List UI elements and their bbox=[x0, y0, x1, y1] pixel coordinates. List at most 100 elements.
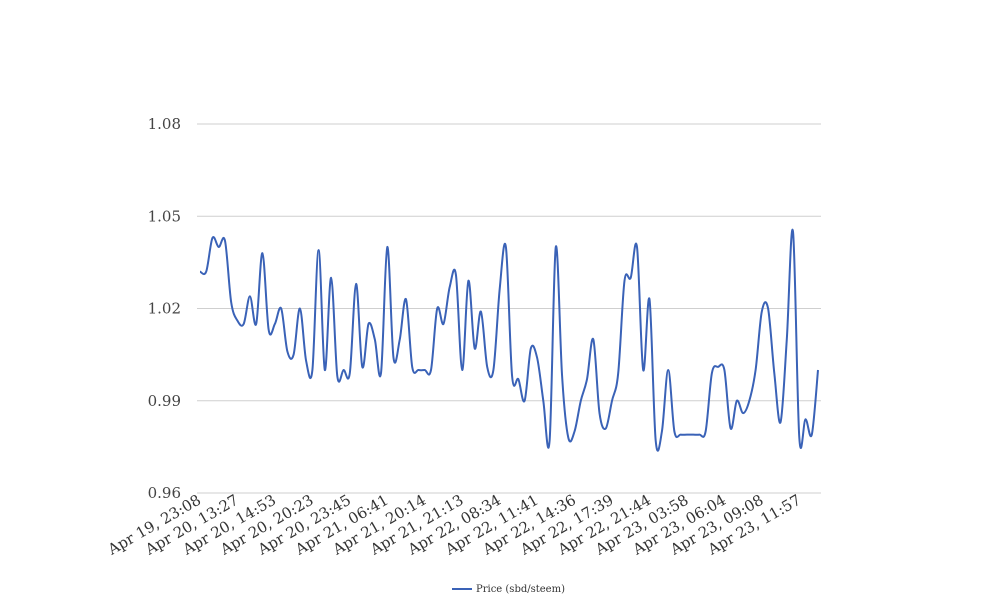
data-point bbox=[530, 348, 532, 350]
data-point bbox=[455, 274, 457, 276]
data-point bbox=[617, 372, 619, 374]
data-point bbox=[755, 369, 757, 371]
data-point bbox=[524, 400, 526, 402]
data-point bbox=[436, 308, 438, 310]
series-layer bbox=[199, 228, 819, 452]
data-point bbox=[717, 366, 719, 368]
data-point bbox=[586, 378, 588, 380]
data-point bbox=[230, 301, 232, 303]
data-point bbox=[243, 323, 245, 325]
y-axis-ticks: 0.96 0.99 1.02 1.05 1.08 bbox=[148, 115, 181, 502]
data-point bbox=[461, 369, 463, 371]
data-point bbox=[293, 354, 295, 356]
data-point bbox=[480, 311, 482, 313]
data-point bbox=[411, 366, 413, 368]
legend: Price (sbd/steem) bbox=[452, 584, 565, 595]
data-point bbox=[811, 434, 813, 436]
data-point bbox=[742, 412, 744, 414]
data-point bbox=[218, 246, 220, 248]
data-point bbox=[624, 280, 626, 282]
data-point bbox=[486, 366, 488, 368]
data-point bbox=[567, 437, 569, 439]
data-point bbox=[767, 308, 769, 310]
data-point bbox=[474, 348, 476, 350]
data-point bbox=[261, 252, 263, 254]
data-point bbox=[280, 308, 282, 310]
data-point bbox=[711, 372, 713, 374]
y-tick-label: 1.08 bbox=[148, 115, 181, 133]
data-point bbox=[343, 369, 345, 371]
data-point bbox=[574, 431, 576, 433]
data-point bbox=[686, 434, 688, 436]
data-point bbox=[723, 369, 725, 371]
legend-label: Price (sbd/steem) bbox=[476, 584, 565, 595]
data-point bbox=[555, 246, 557, 248]
data-point bbox=[786, 338, 788, 340]
data-point bbox=[705, 431, 707, 433]
data-point bbox=[580, 400, 582, 402]
data-point bbox=[336, 375, 338, 377]
data-point bbox=[499, 289, 501, 291]
data-point bbox=[255, 323, 257, 325]
data-point bbox=[224, 240, 226, 242]
data-point bbox=[424, 369, 426, 371]
data-point bbox=[386, 246, 388, 248]
data-point bbox=[698, 434, 700, 436]
data-point bbox=[399, 338, 401, 340]
data-point bbox=[199, 271, 201, 273]
data-point bbox=[286, 351, 288, 353]
data-point bbox=[636, 246, 638, 248]
data-point bbox=[467, 280, 469, 282]
data-point bbox=[274, 323, 276, 325]
data-point bbox=[798, 437, 800, 439]
data-point bbox=[511, 375, 513, 377]
data-point bbox=[324, 369, 326, 371]
data-point bbox=[736, 400, 738, 402]
data-point bbox=[792, 231, 794, 233]
data-point bbox=[311, 369, 313, 371]
data-point bbox=[773, 372, 775, 374]
data-point bbox=[517, 378, 519, 380]
y-tick-label: 0.99 bbox=[148, 392, 181, 410]
series-line bbox=[199, 228, 819, 452]
data-point bbox=[592, 338, 594, 340]
data-point bbox=[542, 400, 544, 402]
y-tick-label: 1.02 bbox=[148, 300, 181, 318]
data-point bbox=[299, 308, 301, 310]
data-point bbox=[805, 418, 807, 420]
data-point bbox=[237, 320, 239, 322]
y-tick-label: 1.05 bbox=[148, 207, 181, 225]
data-point bbox=[817, 369, 819, 371]
data-point bbox=[667, 369, 669, 371]
data-point bbox=[761, 311, 763, 313]
data-point bbox=[536, 357, 538, 359]
data-point bbox=[492, 369, 494, 371]
data-point bbox=[212, 237, 214, 239]
data-point bbox=[642, 369, 644, 371]
data-point bbox=[305, 360, 307, 362]
data-point bbox=[268, 329, 270, 331]
data-point bbox=[374, 338, 376, 340]
data-point bbox=[630, 277, 632, 279]
data-point bbox=[649, 298, 651, 300]
data-point bbox=[599, 412, 601, 414]
data-point bbox=[249, 295, 251, 297]
data-point bbox=[748, 400, 750, 402]
data-point bbox=[673, 431, 675, 433]
data-point bbox=[430, 369, 432, 371]
data-point bbox=[505, 246, 507, 248]
data-point bbox=[692, 434, 694, 436]
data-point bbox=[361, 366, 363, 368]
data-point bbox=[680, 434, 682, 436]
data-point bbox=[443, 323, 445, 325]
data-point bbox=[655, 440, 657, 442]
data-point bbox=[368, 323, 370, 325]
data-point bbox=[349, 372, 351, 374]
data-point bbox=[380, 372, 382, 374]
data-point bbox=[730, 427, 732, 429]
data-point bbox=[355, 283, 357, 285]
data-point bbox=[318, 249, 320, 251]
data-point bbox=[405, 298, 407, 300]
